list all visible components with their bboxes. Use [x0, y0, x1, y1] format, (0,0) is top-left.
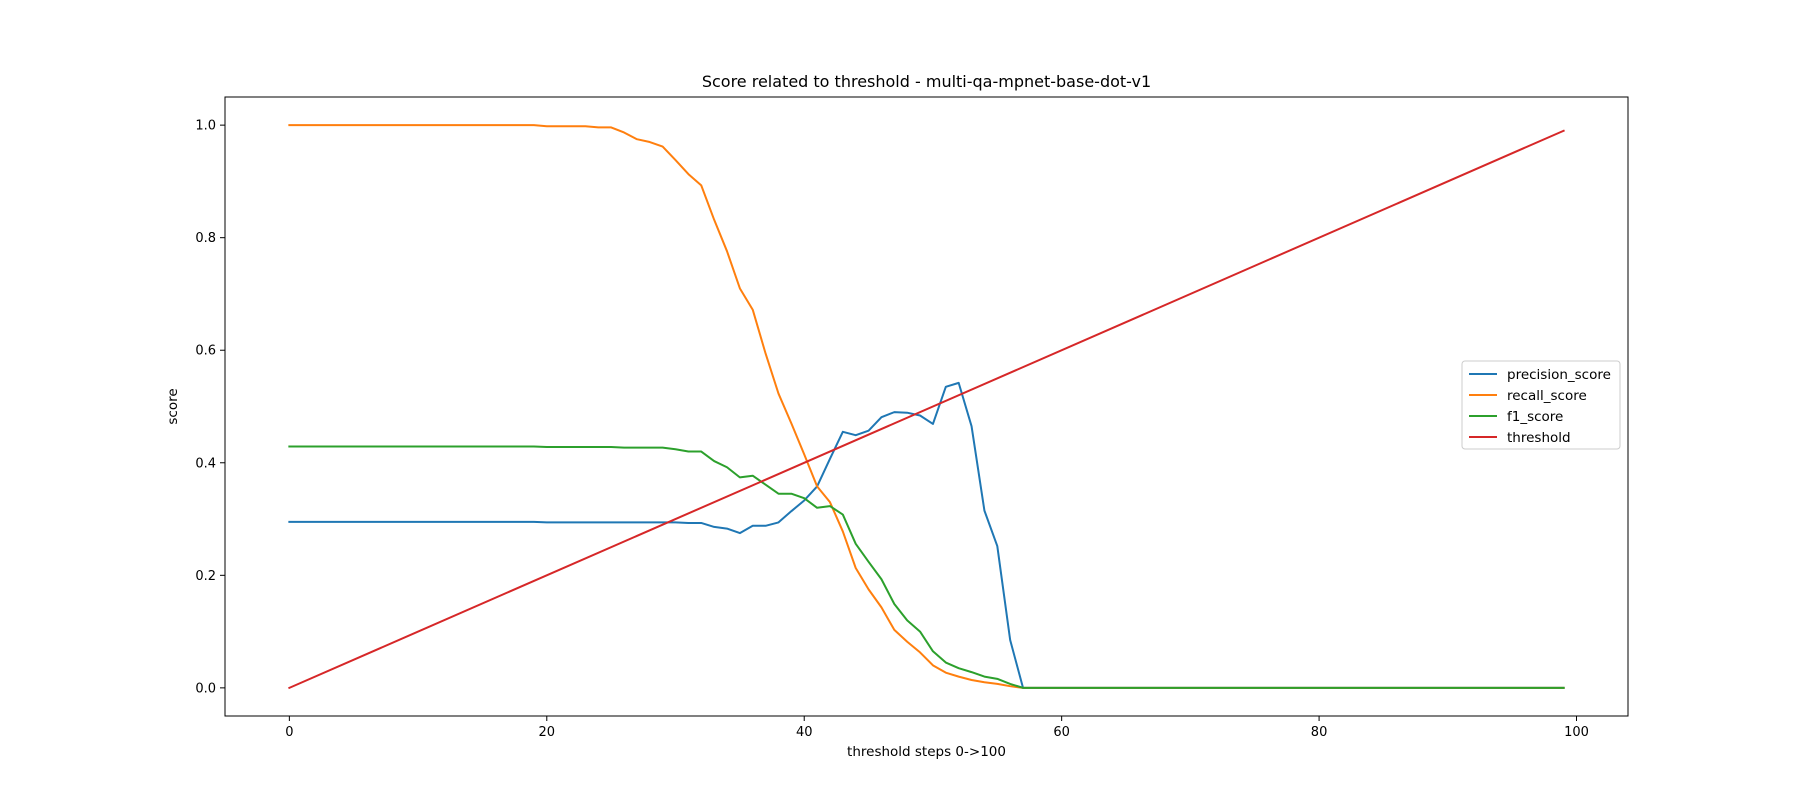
y-tick-label: 0.2	[195, 569, 216, 584]
y-tick-label: 0.0	[195, 681, 216, 696]
legend-label: precision_score	[1507, 367, 1611, 383]
y-tick-label: 0.4	[195, 456, 216, 471]
legend-label: recall_score	[1507, 388, 1587, 404]
x-tick-label: 100	[1564, 725, 1589, 740]
y-axis-label: score	[165, 388, 181, 424]
x-tick-label: 0	[285, 725, 293, 740]
legend-label: f1_score	[1507, 409, 1563, 425]
x-axis-ticks: 0 20 40 60 80 100	[285, 716, 1589, 740]
legend-label: threshold	[1507, 430, 1571, 446]
x-tick-label: 20	[539, 725, 556, 740]
x-axis-label: threshold steps 0->100	[847, 744, 1006, 760]
series-line-precision-score	[288, 381, 1565, 689]
y-axis-ticks: 0.0 0.2 0.4 0.6 0.8 1.0	[195, 119, 225, 696]
x-tick-label: 40	[796, 725, 813, 740]
y-tick-label: 1.0	[195, 119, 216, 134]
legend: precision_score recall_score f1_scorethres…	[1461, 360, 1621, 450]
legend-box	[1461, 360, 1621, 450]
y-tick-label: 0.6	[195, 344, 216, 359]
y-tick-label: 0.8	[195, 231, 216, 246]
x-tick-label: 80	[1311, 725, 1328, 740]
series-layer	[288, 124, 1565, 690]
x-tick-label: 60	[1053, 725, 1070, 740]
series-line-f1-score	[288, 445, 1565, 689]
chart-title: Score related to threshold - multi-qa-mp…	[702, 72, 1151, 91]
series-line-threshold	[288, 129, 1565, 690]
plot-area-frame	[224, 96, 1629, 717]
series-line-recall-score	[288, 124, 1565, 689]
